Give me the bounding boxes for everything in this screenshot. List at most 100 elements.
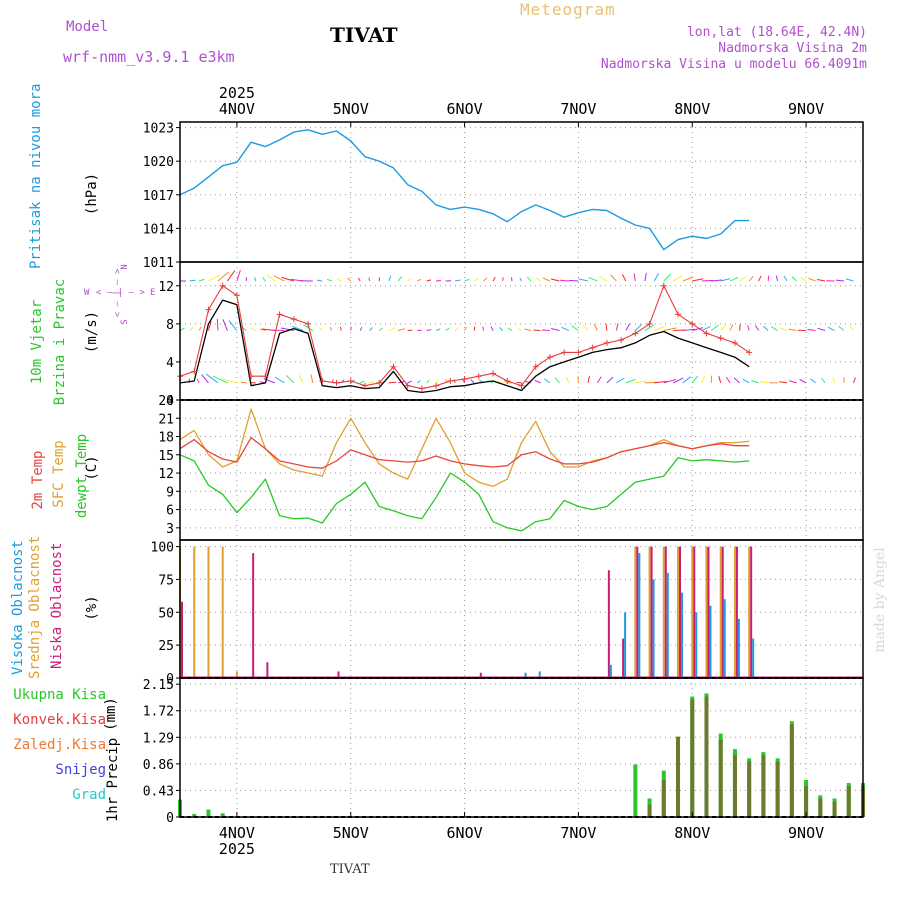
precip-conv-bar [732, 755, 737, 817]
y-tick-label-temp: 21 [158, 412, 174, 427]
wind-arrow [788, 328, 797, 332]
gust-point [376, 379, 383, 386]
wind-arrow [416, 278, 422, 282]
wind-arrow [565, 376, 570, 384]
gust-point [518, 382, 525, 389]
precip-conv-bar [661, 779, 666, 817]
wind-arrow [216, 318, 219, 331]
gust-point [660, 282, 667, 289]
wind-arrow [544, 378, 551, 384]
precip-conv-bar [832, 801, 837, 817]
wind-arrow [242, 327, 247, 331]
wind-arrow [853, 377, 856, 384]
gust-point [532, 363, 539, 370]
gust-point [233, 292, 240, 299]
wind-arrow [397, 276, 403, 282]
wind-arrow [771, 326, 778, 331]
gust-point [603, 339, 610, 346]
wind-arrow [388, 276, 392, 282]
wind-arrow [783, 275, 788, 282]
y-tick-label-precip: 1.29 [143, 731, 174, 746]
y-tick-label-temp: 12 [158, 467, 174, 482]
wind-arrow [838, 325, 845, 331]
y-tick-label-wind: 0 [166, 394, 174, 409]
panel-frame-pressure [179, 121, 864, 263]
wind-arrow [733, 377, 741, 384]
wind-arrow [817, 279, 826, 282]
y-tick-label-precip: 0 [166, 811, 174, 826]
compass-arrow-h: < — | — > [96, 288, 145, 298]
wind-arrow [473, 326, 476, 331]
wind-arrow [368, 277, 371, 282]
gust-point [546, 354, 553, 361]
gust-point [646, 320, 653, 327]
y-tick-label-wind: 4 [166, 356, 174, 371]
precip-conv-bar [676, 736, 681, 817]
wind-arrow [329, 326, 333, 331]
precip-total-bar [192, 813, 197, 817]
wind-arrow [179, 327, 185, 331]
wind-arrow [748, 275, 754, 282]
wind-arrow [751, 379, 759, 384]
precip-conv-bar [718, 739, 723, 817]
wind-arrow [808, 277, 816, 282]
wind-arrow [635, 380, 647, 384]
wind-arrow [739, 275, 747, 282]
panel-frame-wind [179, 261, 864, 401]
wind-arrow [378, 327, 384, 331]
gust-point [618, 337, 625, 344]
model-label: Model [66, 19, 109, 35]
wind-arrow [725, 376, 731, 384]
model-name: wrf-nmm_v3.9.1 e3km [63, 48, 235, 66]
wind-arrow [775, 275, 779, 282]
precip-conv-bar [804, 786, 809, 817]
wind-arrow [360, 380, 365, 384]
y-tick-label-cloud: 0 [166, 672, 174, 687]
y-tick-label-cloud: 100 [151, 541, 174, 556]
wind-arrow [462, 379, 466, 384]
wind-arrow [701, 279, 713, 282]
gust-point [561, 349, 568, 356]
legend-total: Ukupna Kisa [13, 687, 106, 703]
wind-arrow [435, 379, 439, 384]
legend-conv: Konvek.Kisa [13, 712, 106, 728]
y-tick-label-cloud: 25 [158, 639, 174, 654]
y-tick-label-pressure: 1020 [143, 155, 174, 170]
gust-point [333, 379, 340, 386]
wind-arrow [326, 278, 332, 282]
gust-point [632, 330, 639, 337]
wind-arrow [228, 320, 238, 331]
wind-arrow [739, 324, 741, 331]
wind-arrow [729, 277, 739, 282]
wind-arrow [291, 325, 304, 331]
wind-arrow [742, 378, 750, 384]
wind-arrow [285, 375, 295, 384]
wind-arrow [388, 381, 397, 384]
wind-arrow [654, 380, 667, 384]
wind-arrow [835, 279, 845, 282]
wind-arrow [821, 377, 826, 384]
x-day-label-bottom: 9NOV [788, 824, 824, 842]
wind-arrow [527, 276, 532, 282]
wind-arrow [201, 374, 209, 384]
wind-arrow [339, 326, 342, 331]
x-day-label-top: 6NOV [447, 100, 483, 118]
wind-arrow [849, 325, 854, 331]
y-tick-label-precip: 0.43 [143, 784, 174, 799]
x-day-label-bottom: 4NOV [219, 824, 255, 842]
gust-point [262, 373, 269, 380]
panel-frame-precip [179, 677, 864, 818]
wind-arrow [435, 328, 441, 331]
x-day-label-top: 9NOV [788, 100, 824, 118]
gust-point [504, 377, 511, 384]
wind-arrow [298, 374, 304, 384]
wind-arrow [616, 377, 625, 384]
wind-arrow [582, 324, 589, 331]
wind-arrow [535, 277, 541, 282]
wind-arrow [621, 273, 627, 282]
precip-conv-bar [789, 724, 794, 817]
wind-arrow [454, 279, 461, 282]
wind-arrow [754, 325, 760, 331]
wind-arrow [711, 279, 723, 282]
wind-arrow [767, 275, 770, 282]
